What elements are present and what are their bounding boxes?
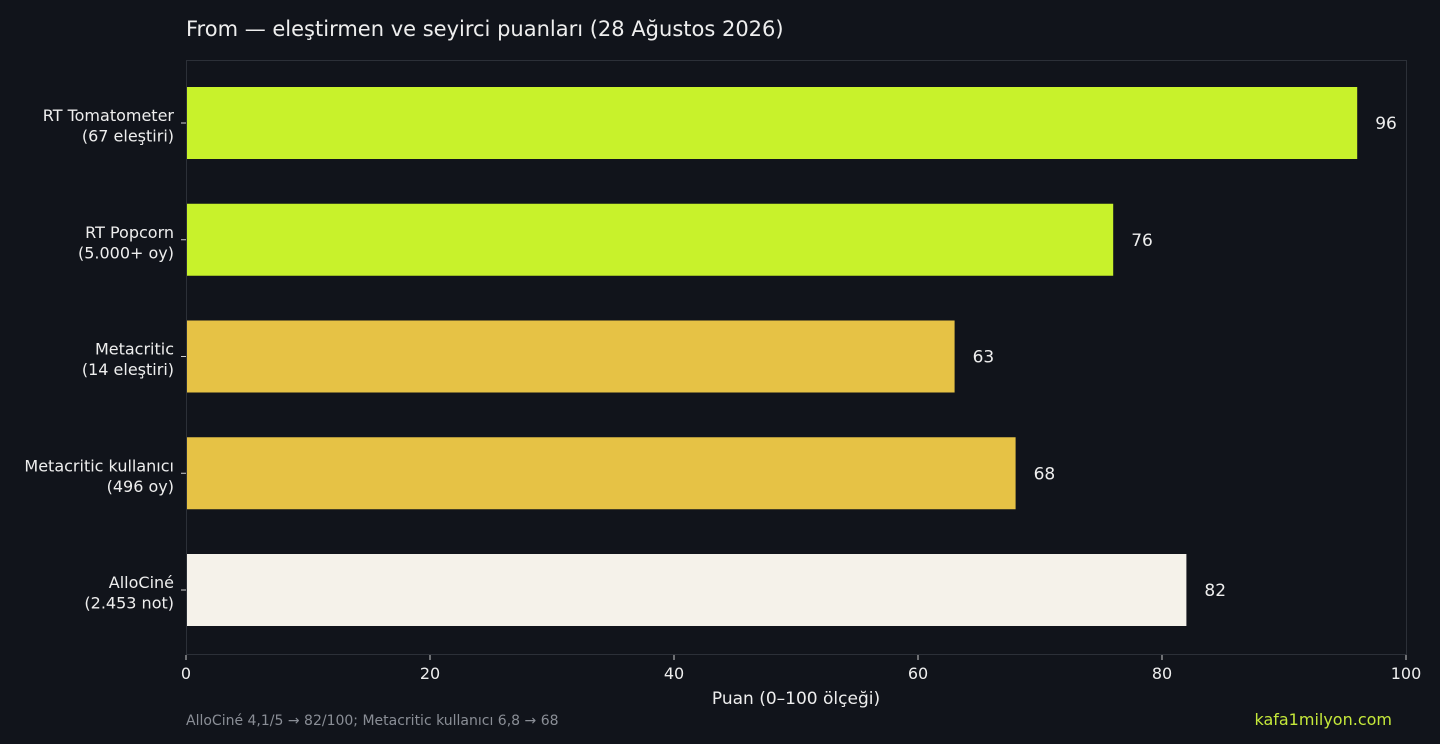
brand-watermark: kafa1milyon.com	[1254, 710, 1392, 729]
bar	[187, 87, 1358, 159]
bars-group: 96 76 63 68 82	[187, 87, 1397, 626]
category-label: RT Tomatometer	[43, 106, 175, 125]
bar	[187, 320, 955, 393]
category-label: (14 eleştiri)	[82, 360, 174, 379]
category-label: (2.453 not)	[84, 594, 174, 613]
category-label: Metacritic	[95, 340, 174, 359]
x-tick-label: 0	[181, 664, 191, 683]
plot-frame	[186, 60, 1407, 655]
bar-value-label: 76	[1131, 231, 1153, 251]
chart-title: From — eleştirmen ve seyirci puanları (2…	[186, 17, 784, 41]
bar-value-label: 68	[1034, 464, 1056, 484]
bar-value-label: 96	[1375, 114, 1397, 134]
bar-value-label: 82	[1204, 581, 1226, 601]
x-axis-label: Puan (0–100 ölçeği)	[712, 689, 880, 709]
x-tick-label: 60	[908, 664, 928, 683]
bar	[187, 203, 1114, 276]
category-label: Metacritic kullanıcı	[24, 456, 174, 475]
x-axis-ticks: 0 20 40 60 80 100	[181, 655, 1421, 683]
category-label: (5.000+ oy)	[78, 243, 174, 262]
footnote: AlloCiné 4,1/5 → 82/100; Metacritic kull…	[186, 713, 559, 729]
bar	[187, 437, 1016, 510]
x-tick-label: 80	[1152, 664, 1172, 683]
category-labels: RT Tomatometer (67 eleştiri) RT Popcorn(5.…	[24, 106, 186, 613]
category-label: AlloCiné	[109, 573, 174, 592]
category-label: RT Popcorn	[85, 223, 174, 242]
x-tick-label: 40	[664, 664, 684, 683]
x-tick-label: 20	[420, 664, 440, 683]
x-tick-label: 100	[1391, 664, 1422, 683]
bar	[187, 554, 1187, 626]
category-label: (496 oy)	[107, 477, 174, 496]
category-label: (67 eleştiri)	[82, 127, 174, 146]
bar-value-label: 63	[973, 348, 995, 368]
